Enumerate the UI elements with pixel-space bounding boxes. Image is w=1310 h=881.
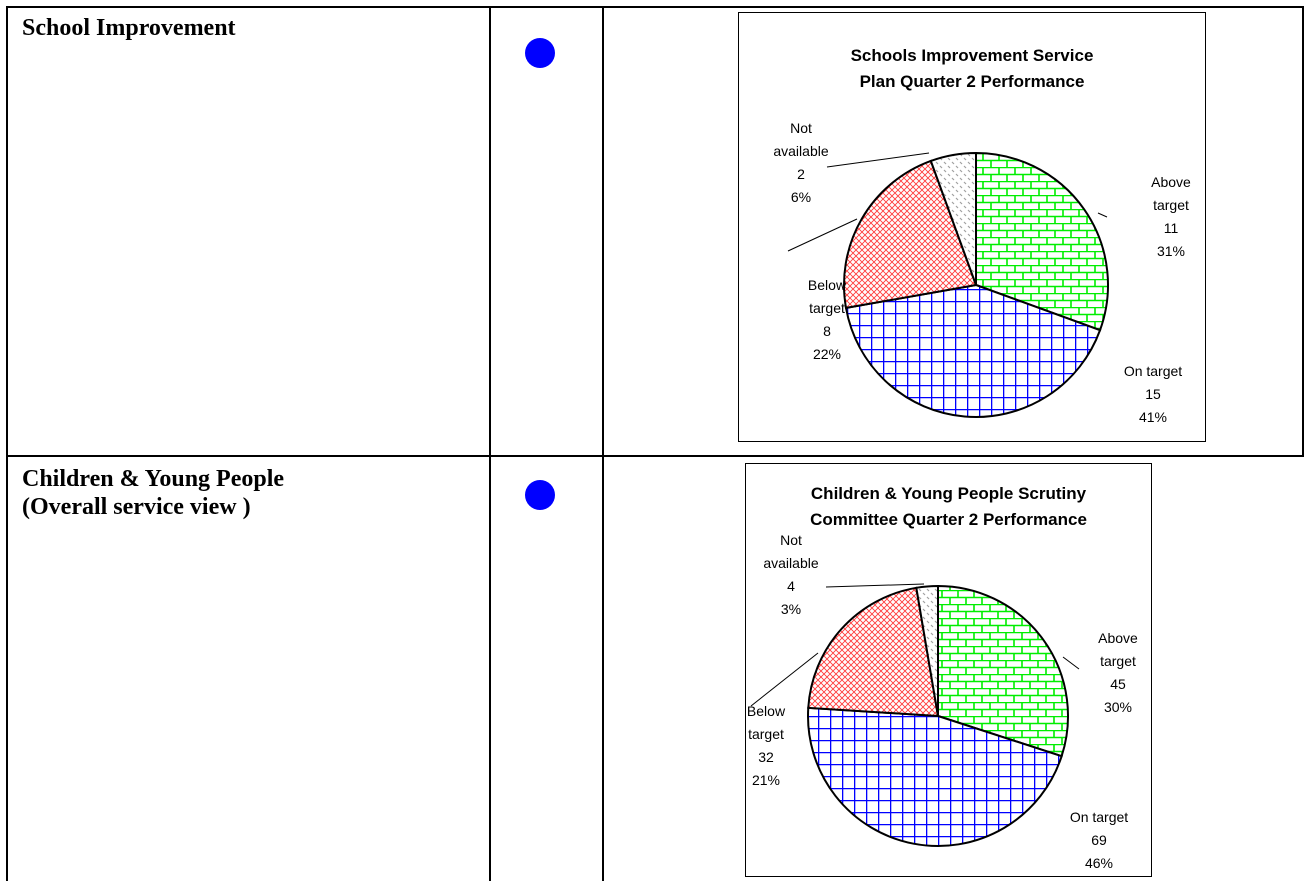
table-row-divider xyxy=(6,455,1304,457)
slice-label-not-available: Not available 4 3% xyxy=(763,532,818,617)
slice-label-below-target: Below target 8 22% xyxy=(808,277,847,362)
table-border-top xyxy=(6,6,1304,8)
leader-line-below-target xyxy=(750,652,819,707)
table-border-left xyxy=(6,6,8,881)
status-dot xyxy=(525,38,555,68)
row-title-children-young-people: Children & Young People (Overall service… xyxy=(22,465,284,521)
leader-line-above-target xyxy=(1097,212,1108,218)
slice-label-above-target: Above target 45 30% xyxy=(1098,630,1138,715)
slice-label-not-available: Not available 2 6% xyxy=(773,120,828,205)
row-title-school-improvement: School Improvement xyxy=(22,14,236,42)
row-title-text: School Improvement xyxy=(22,15,236,41)
pie-slice-below-target xyxy=(843,159,978,310)
status-dot xyxy=(525,480,555,510)
leader-line-not-available xyxy=(826,152,930,168)
row-title-line-2: (Overall service view ) xyxy=(22,494,251,520)
slice-label-below-target: Below target 32 21% xyxy=(747,703,786,788)
table-col-divider-2 xyxy=(602,6,604,881)
slice-label-above-target: Above target 11 31% xyxy=(1151,174,1191,259)
pie-slice-above-target xyxy=(937,584,1069,758)
pie-slice-on-target xyxy=(844,283,1102,418)
leader-line-not-available xyxy=(825,583,925,588)
table-col-divider-1 xyxy=(489,6,491,881)
pie-chart-svg: Above target 11 31% On target 15 41% Below targe… xyxy=(773,120,1191,425)
leader-line-above-target xyxy=(1062,656,1080,670)
chart-title: Children & Young People Scrutiny Committ… xyxy=(810,484,1087,529)
leader-line-below-target xyxy=(787,218,858,252)
pie-chart-school-improvement: Schools Improvement Service Plan Quarter… xyxy=(738,12,1206,442)
slice-label-on-target: On target 15 41% xyxy=(1124,363,1182,425)
pie-chart-children-young-people: Children & Young People Scrutiny Committ… xyxy=(745,463,1152,877)
chart-title: Schools Improvement Service Plan Quarter… xyxy=(850,46,1094,91)
pie-slice-not-available xyxy=(929,151,977,286)
pie-slice-above-target xyxy=(975,151,1109,332)
pie-slice-below-target xyxy=(807,586,940,718)
table-border-right xyxy=(1302,6,1304,456)
pie-slice-not-available xyxy=(915,584,939,717)
pie-chart-svg: Above target 45 30% On target 69 46% Below targe… xyxy=(747,532,1138,871)
row-title-line-1: Children & Young People xyxy=(22,466,285,492)
pie-slice-on-target xyxy=(807,706,1063,847)
slice-label-on-target: On target 69 46% xyxy=(1070,809,1128,871)
